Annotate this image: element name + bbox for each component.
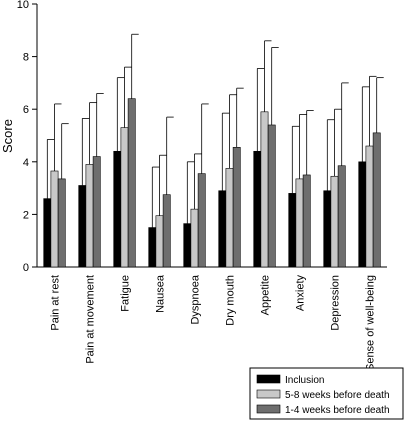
x-tick-label: Nausea	[155, 274, 167, 313]
y-tick-label: 6	[23, 104, 29, 116]
legend-swatch	[256, 404, 281, 414]
bar-weeks-5-8	[190, 208, 199, 268]
bar-weeks-1-4	[267, 124, 276, 268]
bar-weeks-1-4	[372, 132, 381, 268]
x-tick-label: Appetite	[260, 275, 272, 315]
y-tick-label: 0	[23, 262, 29, 274]
x-tick-label: Pain at rest	[50, 275, 62, 331]
y-tick-label: 10	[17, 0, 29, 11]
y-ticks: 0 2 4 6 8 10	[17, 0, 37, 274]
bar-inclusion	[183, 223, 192, 268]
bar-weeks-5-8	[260, 111, 269, 268]
x-tick-labels: Pain at rest Pain at movement Fatigue Nause…	[50, 274, 377, 371]
x-tick-label: Pain at movement	[85, 275, 97, 364]
bar-inclusion	[148, 227, 157, 268]
x-tick-label: Dry mouth	[225, 275, 237, 326]
bars	[43, 98, 381, 268]
x-tick-label: Sense of well-being	[365, 275, 377, 371]
y-tick-label: 4	[23, 157, 29, 169]
bar-inclusion	[253, 150, 262, 268]
x-tick-label: Dyspnoea	[190, 274, 202, 324]
legend-swatch	[256, 389, 281, 399]
bar-weeks-5-8	[295, 178, 304, 268]
bar-weeks-1-4	[232, 147, 241, 268]
legend-label: 5-8 weeks before death	[285, 390, 390, 401]
bar-inclusion	[113, 150, 122, 268]
bar-weeks-5-8	[50, 170, 59, 268]
error-bars	[46, 33, 384, 228]
bar-weeks-5-8	[225, 168, 234, 268]
legend-label: Inclusion	[285, 375, 324, 386]
bar-weeks-1-4	[162, 194, 171, 268]
bar-inclusion	[288, 193, 297, 268]
bar-inclusion	[43, 198, 52, 268]
bar-weeks-1-4	[92, 156, 101, 268]
bar-weeks-1-4	[337, 165, 346, 268]
bar-weeks-5-8	[155, 215, 164, 268]
bar-weeks-5-8	[365, 145, 374, 268]
bar-inclusion	[323, 190, 332, 268]
bar-weeks-1-4	[127, 98, 136, 268]
y-axis-label: Score	[0, 119, 15, 153]
x-tick-label: Anxiety	[295, 275, 307, 312]
bar-weeks-1-4	[57, 178, 66, 268]
y-tick-label: 8	[23, 52, 29, 64]
bar-inclusion	[358, 161, 367, 268]
bar-weeks-5-8	[85, 164, 94, 268]
x-tick-label: Fatigue	[120, 275, 132, 312]
y-tick-label: 2	[23, 209, 29, 221]
bar-weeks-1-4	[302, 174, 311, 268]
legend: Inclusion 5-8 weeks before death 1-4 weeks…	[249, 367, 404, 420]
bar-weeks-5-8	[120, 127, 129, 268]
x-tick-label: Depression	[330, 275, 342, 331]
bar-weeks-5-8	[330, 175, 339, 268]
bar-weeks-1-4	[197, 173, 206, 268]
legend-label: 1-4 weeks before death	[285, 405, 390, 416]
legend-swatch	[256, 374, 281, 384]
bar-inclusion	[78, 185, 87, 268]
bar-inclusion	[218, 190, 227, 268]
